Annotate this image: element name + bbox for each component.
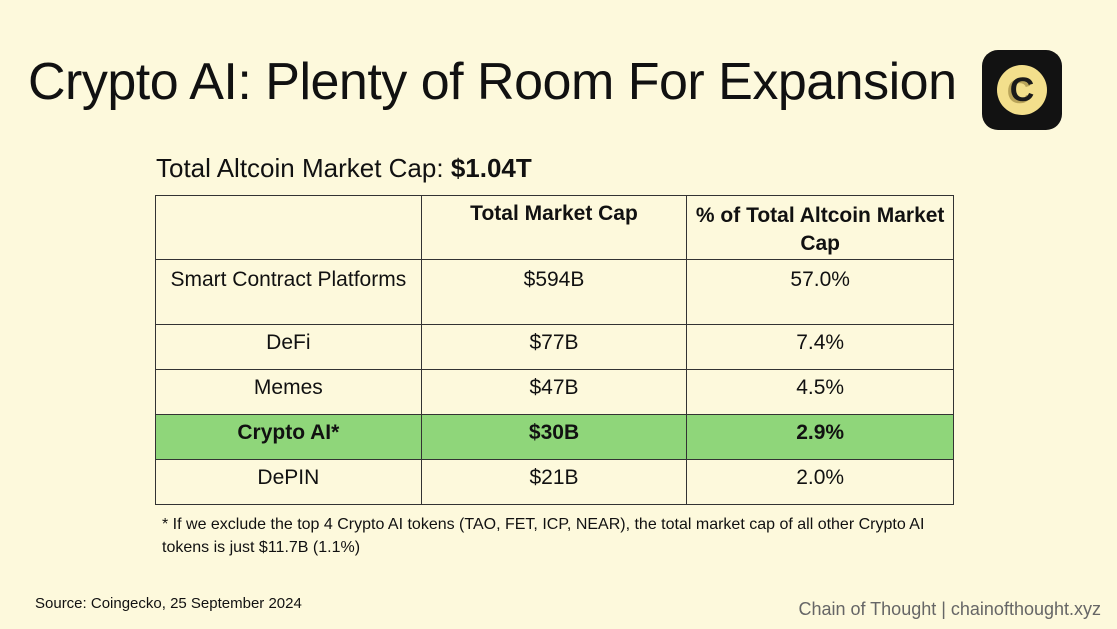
subtitle-value: $1.04T <box>450 153 532 183</box>
subtitle: Total Altcoin Market Cap: $1.04T <box>156 153 532 184</box>
cell-market-cap: $30B <box>420 414 688 460</box>
header-percent: % of Total Altcoin Market Cap <box>686 195 954 260</box>
logo-letter: C <box>997 65 1047 115</box>
cell-category: Smart Contract Platforms <box>155 259 422 325</box>
cell-category: Memes <box>155 369 422 415</box>
chain-of-thought-logo: C <box>982 50 1062 130</box>
cell-market-cap: $77B <box>420 324 688 370</box>
cell-market-cap: $21B <box>420 459 688 505</box>
cell-percent: 7.4% <box>686 324 954 370</box>
cell-category: DeFi <box>155 324 422 370</box>
cell-market-cap: $594B <box>420 259 688 325</box>
branding: Chain of Thought | chainofthought.xyz <box>798 599 1101 619</box>
cell-category: DePIN <box>155 459 422 505</box>
header-empty <box>155 195 422 260</box>
cell-percent: 57.0% <box>686 259 954 325</box>
table-row: DeFi $77B 7.4% <box>155 324 954 370</box>
cell-percent: 2.9% <box>686 414 954 460</box>
table-row: DePIN $21B 2.0% <box>155 459 954 505</box>
footnote: * If we exclude the top 4 Crypto AI toke… <box>162 516 925 556</box>
table-row: Memes $47B 4.5% <box>155 369 954 415</box>
cell-percent: 4.5% <box>686 369 954 415</box>
table-header-row: Total Market Cap % of Total Altcoin Mark… <box>155 195 954 260</box>
source-note: Source: Coingecko, 25 September 2024 <box>35 595 302 612</box>
cell-category: Crypto AI* <box>155 414 422 460</box>
header-total-market-cap: Total Market Cap <box>420 195 688 260</box>
table-row: Smart Contract Platforms $594B 57.0% <box>155 259 954 325</box>
subtitle-label: Total Altcoin Market Cap: <box>156 153 444 183</box>
cell-percent: 2.0% <box>686 459 954 505</box>
slide-title: Crypto AI: Plenty of Room For Expansion <box>28 53 957 111</box>
cell-market-cap: $47B <box>420 369 688 415</box>
table-row-highlighted: Crypto AI* $30B 2.9% <box>155 414 954 460</box>
market-cap-table: Total Market Cap % of Total Altcoin Mark… <box>155 195 954 505</box>
